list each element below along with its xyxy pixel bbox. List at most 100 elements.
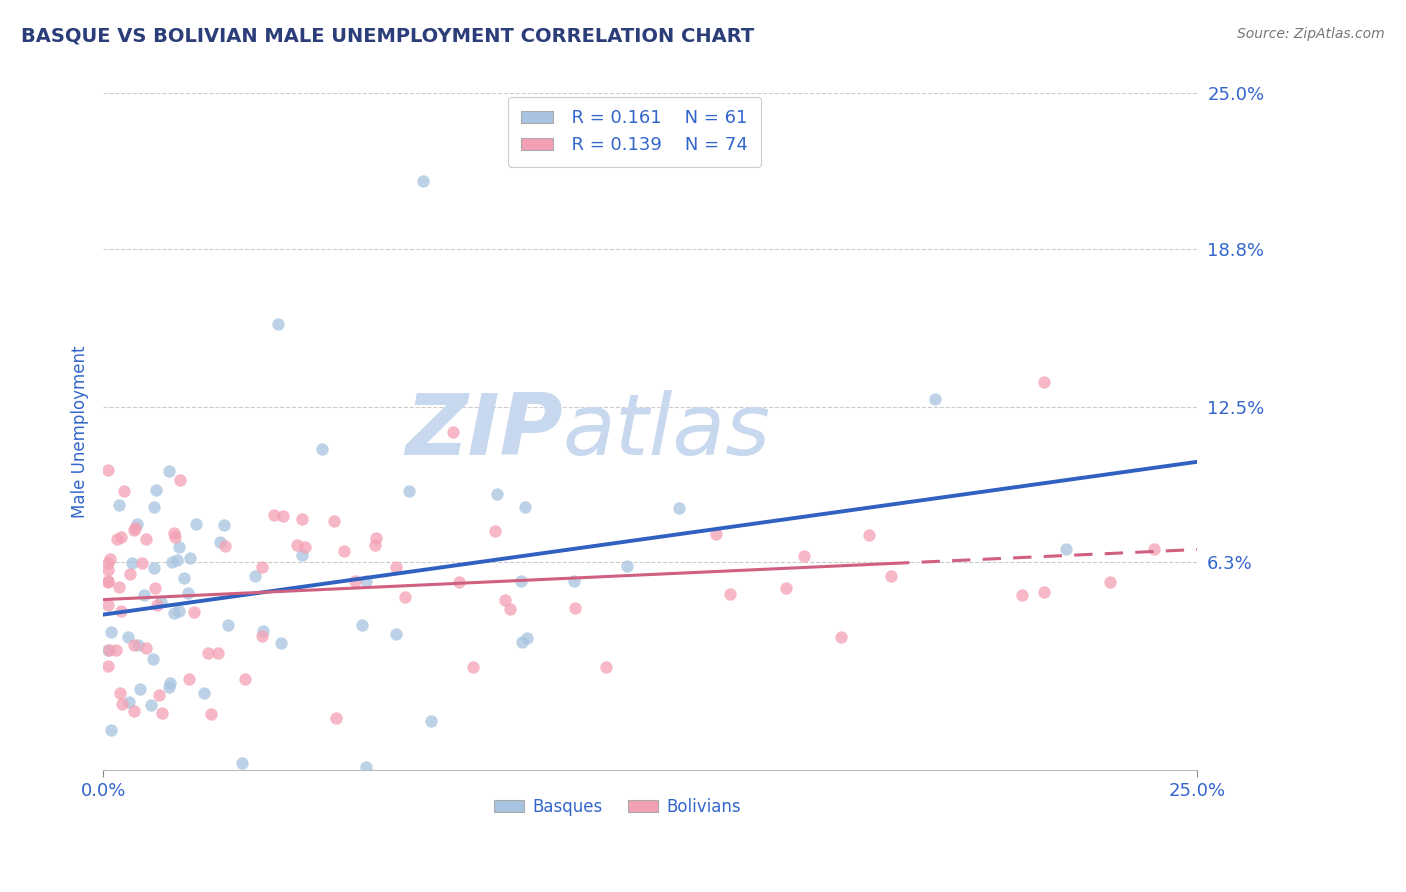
Point xyxy=(98,552,121,566)
Point xyxy=(285,538,308,552)
Point xyxy=(163,529,186,543)
Point xyxy=(267,317,290,331)
Point xyxy=(118,567,141,582)
Point xyxy=(96,463,118,477)
Y-axis label: Male Unemployment: Male Unemployment xyxy=(72,345,89,518)
Point xyxy=(290,512,312,526)
Point xyxy=(122,638,145,652)
Point xyxy=(270,636,292,650)
Point xyxy=(354,760,377,774)
Point xyxy=(775,581,797,595)
Point xyxy=(263,508,285,523)
Point xyxy=(100,723,122,738)
Point xyxy=(394,590,416,604)
Point xyxy=(124,521,146,535)
Point xyxy=(179,551,201,566)
Point xyxy=(131,556,153,570)
Point xyxy=(1098,575,1121,590)
Text: Source: ZipAtlas.com: Source: ZipAtlas.com xyxy=(1237,27,1385,41)
Point xyxy=(484,524,506,538)
Point xyxy=(143,500,166,514)
Point xyxy=(1054,542,1077,557)
Point xyxy=(217,618,239,632)
Text: atlas: atlas xyxy=(562,390,770,473)
Point xyxy=(200,707,222,722)
Point xyxy=(183,605,205,619)
Point xyxy=(193,686,215,700)
Point xyxy=(139,698,162,713)
Point xyxy=(385,627,408,641)
Point xyxy=(148,688,170,702)
Point xyxy=(311,442,333,457)
Point xyxy=(127,516,149,531)
Point xyxy=(515,500,537,514)
Point xyxy=(1033,585,1056,599)
Point xyxy=(98,643,121,657)
Point xyxy=(332,544,354,558)
Point xyxy=(163,525,186,540)
Point xyxy=(135,641,157,656)
Point xyxy=(352,618,374,632)
Point xyxy=(1011,588,1033,602)
Point xyxy=(1033,375,1056,389)
Point xyxy=(112,484,135,499)
Point xyxy=(858,527,880,541)
Point xyxy=(117,631,139,645)
Point xyxy=(323,514,346,528)
Point xyxy=(129,681,152,696)
Point xyxy=(177,586,200,600)
Point xyxy=(252,624,274,638)
Point xyxy=(510,634,533,648)
Point xyxy=(110,604,132,618)
Point xyxy=(96,598,118,612)
Point xyxy=(121,556,143,570)
Point xyxy=(294,540,316,554)
Point xyxy=(135,532,157,546)
Legend: Basques, Bolivians: Basques, Bolivians xyxy=(488,791,748,822)
Point xyxy=(366,531,388,545)
Point xyxy=(186,516,208,531)
Point xyxy=(271,508,294,523)
Point xyxy=(122,704,145,718)
Point xyxy=(107,498,129,512)
Point xyxy=(143,581,166,595)
Point xyxy=(562,574,585,589)
Point xyxy=(364,538,387,552)
Point xyxy=(127,638,149,652)
Point xyxy=(325,710,347,724)
Point xyxy=(499,601,522,615)
Point xyxy=(398,483,420,498)
Point xyxy=(441,425,464,439)
Point xyxy=(105,532,128,546)
Point xyxy=(96,643,118,657)
Point xyxy=(111,697,134,711)
Point xyxy=(96,575,118,590)
Point xyxy=(100,624,122,639)
Point xyxy=(166,553,188,567)
Point xyxy=(142,652,165,666)
Point xyxy=(150,595,173,609)
Point xyxy=(250,629,273,643)
Point xyxy=(880,568,903,582)
Point xyxy=(157,464,180,478)
Point xyxy=(177,672,200,686)
Point xyxy=(104,642,127,657)
Point xyxy=(96,574,118,588)
Point xyxy=(668,500,690,515)
Text: ZIP: ZIP xyxy=(405,390,562,473)
Point xyxy=(214,540,236,554)
Point xyxy=(616,558,638,573)
Point xyxy=(461,660,484,674)
Point xyxy=(509,574,531,588)
Point xyxy=(486,487,509,501)
Point xyxy=(233,672,256,686)
Point xyxy=(250,559,273,574)
Point xyxy=(145,599,167,613)
Point xyxy=(124,524,146,538)
Point xyxy=(159,676,181,690)
Point xyxy=(145,483,167,497)
Point xyxy=(924,392,946,406)
Point xyxy=(160,556,183,570)
Point xyxy=(150,706,173,720)
Point xyxy=(830,630,852,644)
